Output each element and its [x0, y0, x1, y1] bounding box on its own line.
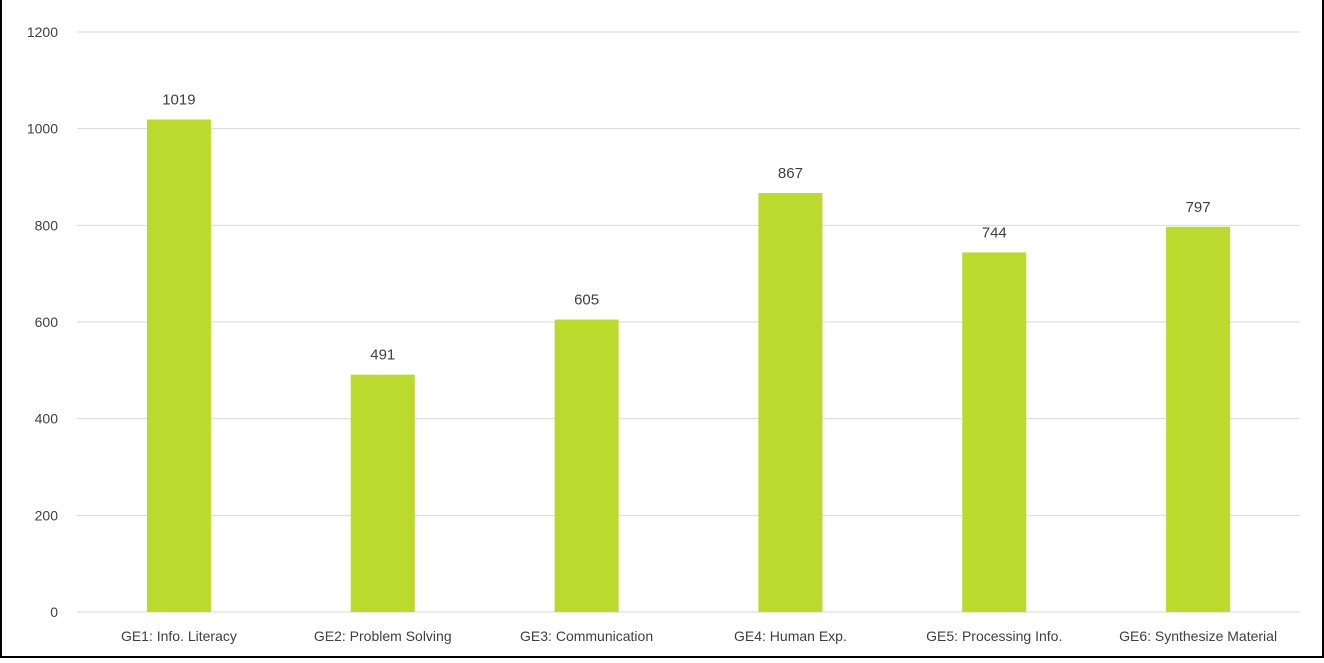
x-tick-label: GE5: Processing Info. [926, 628, 1062, 644]
bars [146, 119, 1231, 613]
x-tick-label: GE2: Problem Solving [314, 628, 452, 644]
y-axis-tick-labels: 0 200 400 600 800 1000 1200 [27, 24, 58, 620]
data-label: 797 [1186, 199, 1211, 216]
x-tick-label: GE1: Info. Literacy [121, 628, 237, 644]
y-tick-label: 800 [35, 217, 59, 233]
data-label: 867 [778, 165, 803, 182]
bar [1166, 226, 1231, 613]
x-tick-label: GE3: Communication [520, 628, 653, 644]
y-tick-label: 0 [50, 604, 58, 620]
bar [350, 374, 415, 612]
y-tick-label: 200 [35, 507, 59, 523]
data-label: 1019 [162, 91, 195, 108]
data-label: 744 [982, 224, 1007, 241]
bar [554, 319, 619, 612]
y-tick-label: 1200 [27, 24, 58, 40]
x-tick-label: GE4: Human Exp. [734, 628, 847, 644]
bar [758, 192, 823, 612]
y-tick-label: 400 [35, 411, 59, 427]
y-tick-label: 600 [35, 314, 59, 330]
data-label: 491 [370, 347, 395, 364]
x-tick-label: GE6: Synthesize Material [1119, 628, 1277, 644]
y-tick-label: 1000 [27, 121, 58, 137]
bar [146, 119, 211, 612]
data-labels: 1019 491 605 867 744 797 [162, 91, 1210, 363]
bar [962, 252, 1027, 612]
gridlines [77, 31, 1300, 613]
data-label: 605 [574, 292, 599, 309]
x-axis-tick-labels: GE1: Info. Literacy GE2: Problem Solving G… [121, 628, 1277, 644]
